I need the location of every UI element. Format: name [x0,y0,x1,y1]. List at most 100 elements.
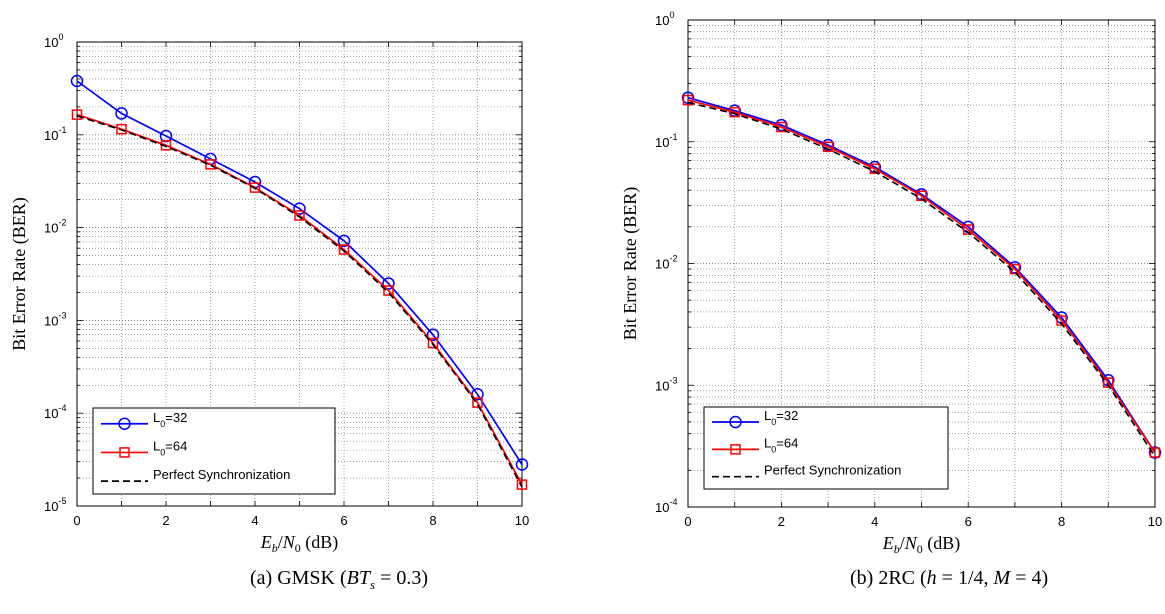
caption-sub: s [370,577,375,592]
xlabel-part: / [900,533,905,553]
legend-text: =64 [776,435,798,450]
tick-base: 10 [44,128,58,143]
series-line-l-0-32 [687,96,1156,454]
xlabel-part: N [904,533,918,553]
series-group [681,91,1162,459]
data-point-square [962,224,974,235]
legend-marker-square [119,447,130,458]
data-point-square [822,141,834,152]
tick-exponent: -1 [669,132,677,142]
caption-text: = 4) [1010,567,1048,589]
xlabel-part: (dB) [301,532,339,553]
y-tick-label: 10-4 [655,497,677,515]
legend-text: =64 [165,438,187,453]
tick-base: 10 [655,500,669,515]
x-tick-label: 4 [251,513,258,528]
legend-text: =32 [776,408,798,423]
data-point-square [294,210,305,221]
legend-label: L0=32 [764,408,798,427]
data-point-square [729,106,740,118]
legend-text: =32 [165,410,187,425]
data-point-square [682,94,694,106]
data-point-circle [426,328,440,342]
xlabel-part: E [260,532,272,552]
legend-marker-square [730,444,741,455]
tick-base: 10 [655,257,669,272]
xlabel-part: E [882,533,894,553]
figure-caption: (a) GMSK (BTs = 0.3) [250,567,428,592]
data-point-square [472,397,483,408]
caption-var: BT [347,567,372,589]
caption-text: (a) GMSK ( [250,567,347,589]
series-line-perfect-synchronization [76,115,523,488]
data-point-square [383,285,394,296]
legend-label: L0=32 [153,410,187,429]
x-tick-label: 2 [162,513,169,528]
x-tick-label: 0 [684,514,691,529]
x-tick-label: 10 [515,513,529,528]
legend-label: Perfect Synchronization [764,463,901,478]
y-tick-label: 10-2 [655,254,677,272]
y-tick-label: 10-3 [655,375,677,393]
x-tick-label: 6 [965,514,972,529]
tick-base: 10 [44,406,58,421]
data-point-circle [115,107,128,120]
legend-text: L [153,438,160,453]
plot-frame [76,41,523,507]
xlabel-part: / [278,532,283,552]
data-point-circle [337,234,351,248]
x-axis-label: Eb/N0 (dB) [260,532,339,555]
xlabel-part: b [272,541,278,555]
y-tick-label: 100 [44,32,63,50]
xlabel-part: (dB) [923,533,961,554]
x-axis-label: Eb/N0 (dB) [882,533,961,556]
y-axis-label: Bit Error Rate (BER) [620,187,641,340]
x-tick-label: 2 [778,514,785,529]
tick-exponent: -3 [669,375,677,385]
y-tick-label: 10-4 [44,403,66,421]
legend-text: Perfect Synchronization [764,463,901,478]
data-point-square [516,479,528,490]
tick-base: 10 [44,221,58,236]
caption-var: M [993,567,1012,589]
y-tick-label: 10-1 [655,132,677,150]
data-point-circle [293,202,306,215]
tick-base: 10 [44,499,58,514]
data-point-circle [1148,446,1162,459]
legend-text: L [764,435,771,450]
tick-exponent: -5 [58,496,66,506]
tick-base: 10 [655,13,669,28]
legend-label: L0=64 [764,435,798,454]
tick-exponent: -2 [669,254,677,264]
xlabel-part: N [282,532,296,552]
x-tick-label: 0 [73,513,80,528]
tick-exponent: 0 [669,10,674,20]
data-point-square [205,159,216,170]
series-line-perfect-synchronization [687,101,1156,457]
y-tick-label: 100 [655,10,674,28]
series-line-l-0-32 [76,80,523,465]
legend-subscript: 0 [160,419,165,429]
x-tick-label: 10 [1148,514,1162,529]
data-point-square [71,109,83,120]
legend-subscript: 0 [160,447,165,457]
legend-text: L [764,408,771,423]
y-axis-label: Bit Error Rate (BER) [9,197,30,350]
legend-box [92,407,336,495]
tick-exponent: -1 [58,125,66,135]
tick-exponent: 0 [58,32,63,42]
xlabel-part: 0 [917,542,923,556]
caption-var: h [927,567,937,589]
series-group [70,74,529,490]
legend: L0=32 L0=64 Perfect Synchronization [703,406,949,490]
data-point-circle [70,74,84,88]
series-line-l-0-64 [687,99,1156,454]
tick-exponent: -4 [669,497,677,507]
caption-text: = 1/4, [937,567,994,589]
data-point-square [427,337,439,349]
legend-box [703,406,949,490]
